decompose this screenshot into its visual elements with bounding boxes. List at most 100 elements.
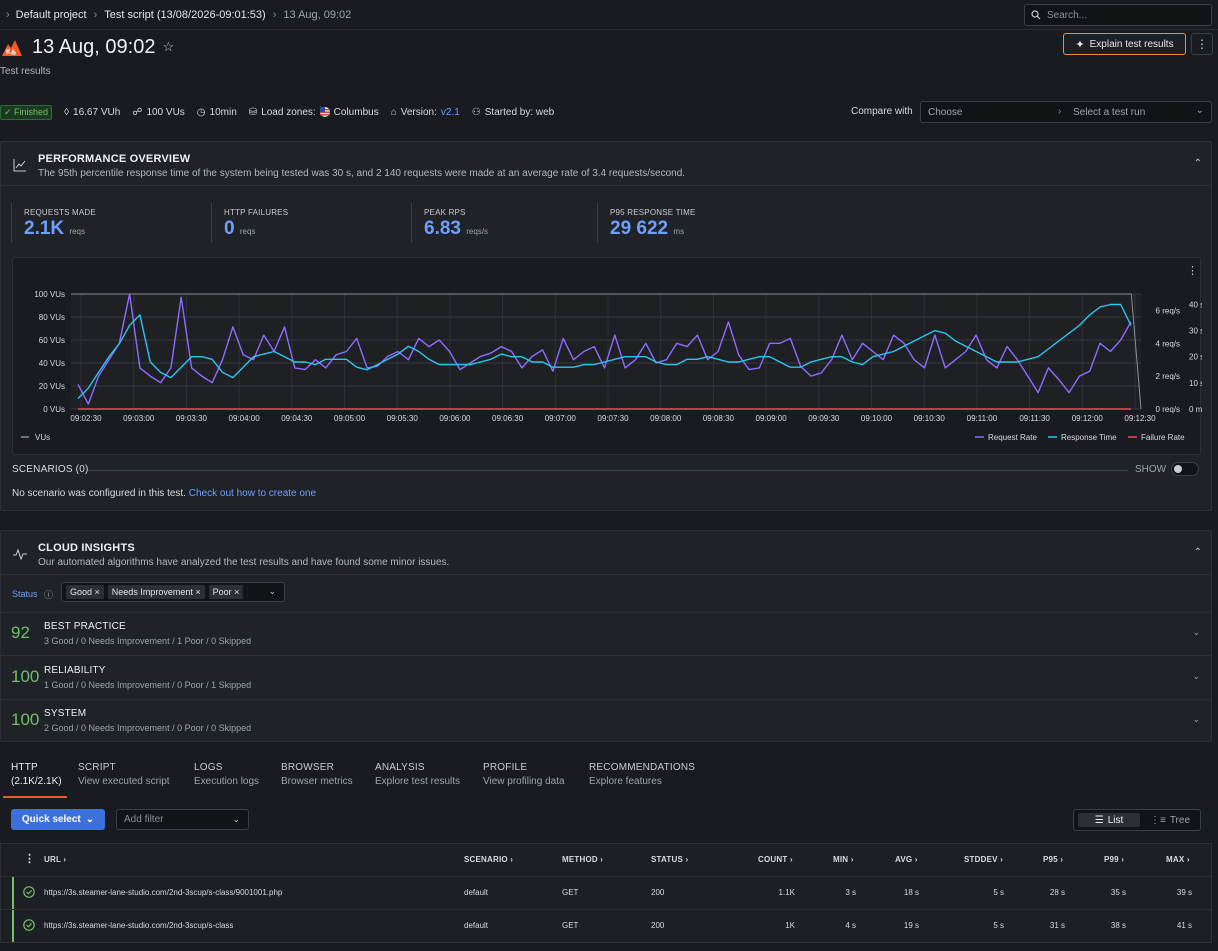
user-icon: ⚇ — [471, 106, 481, 118]
chip-needs-improvement[interactable]: Needs Improvement × — [107, 585, 205, 599]
legend-label: Failure Rate — [1141, 433, 1185, 442]
stat-label: P95 RESPONSE TIME — [610, 208, 696, 217]
col-count[interactable]: COUNT › — [758, 855, 793, 864]
pulse-icon — [13, 548, 27, 561]
search-input[interactable]: Search... — [1024, 4, 1212, 26]
col-p99[interactable]: P99 › — [1104, 855, 1125, 864]
breadcrumb-test[interactable]: Test script (13/08/2026-09:01:53) — [104, 8, 266, 21]
x-tick-label: 09:03:30 — [176, 414, 208, 423]
tree-view-button[interactable]: ⋮≡ Tree — [1149, 814, 1191, 826]
tab-logs[interactable]: LOGS Execution logs — [194, 762, 260, 787]
tab-script[interactable]: SCRIPT View executed script — [78, 762, 170, 787]
cell-min: 3 s — [845, 888, 856, 897]
tab-browser[interactable]: BROWSER Browser metrics — [281, 762, 353, 787]
stat-label: PEAK RPS — [424, 208, 466, 217]
y-tick-label: 20 VUs — [39, 382, 65, 391]
legend-vus: VUs — [35, 433, 50, 442]
show-scenarios-toggle[interactable] — [1171, 462, 1199, 476]
table-row[interactable]: https://3s.steamer-lane-studio.com/2nd-3… — [1, 876, 1211, 909]
add-filter-select[interactable]: Add filter ⌄ — [116, 809, 249, 830]
col-method[interactable]: METHOD › — [562, 855, 604, 864]
y-rps-tick-label: 4 req/s — [1156, 339, 1180, 348]
x-tick-label: 09:03:00 — [123, 414, 155, 423]
y-rps-tick-label: 6 req/s — [1156, 306, 1180, 315]
quick-select-button[interactable]: Quick select ⌄ — [11, 809, 105, 830]
status-multiselect[interactable]: Good × Needs Improvement × Poor × ⌄ — [61, 582, 285, 602]
chevron-up-icon[interactable]: ⌃ — [1193, 158, 1202, 169]
version-link[interactable]: v2.1 — [440, 106, 460, 118]
performance-header[interactable]: PERFORMANCE OVERVIEW The 95th percentile… — [1, 142, 1211, 186]
col-p95[interactable]: P95 › — [1043, 855, 1064, 864]
cell-p99: 35 s — [1110, 888, 1126, 897]
chevron-down-icon: ⌄ — [268, 586, 276, 596]
show-label: SHOW — [1135, 464, 1167, 475]
col-scenario[interactable]: SCENARIO › — [464, 855, 514, 864]
x-tick-label: 09:04:30 — [281, 414, 313, 423]
tab-analysis[interactable]: ANALYSIS Explore test results — [375, 762, 461, 787]
chevron-right-icon: › — [272, 8, 277, 21]
chip-good[interactable]: Good × — [66, 585, 104, 599]
insight-score: 92 — [11, 623, 30, 642]
x-tick-label: 09:09:30 — [808, 414, 840, 423]
response-time-series — [77, 303, 1132, 399]
cell-count: 1.1K — [778, 888, 795, 897]
x-tick-label: 09:10:00 — [861, 414, 893, 423]
y-time-tick-label: 0 ms — [1189, 405, 1202, 414]
tab-profile[interactable]: PROFILE View profiling data — [483, 762, 565, 787]
y-time-tick-label: 20 s — [1189, 353, 1202, 362]
breadcrumb-project[interactable]: Default project — [15, 8, 87, 21]
scenarios-row: SCENARIOS (0) SHOW — [12, 462, 1202, 480]
tab-recommendations[interactable]: RECOMMENDATIONS Explore features — [589, 762, 696, 787]
x-tick-label: 09:06:00 — [439, 414, 471, 423]
more-options-button[interactable]: ⋮ — [1191, 33, 1213, 55]
cell-url[interactable]: https://3s.steamer-lane-studio.com/2nd-3… — [44, 921, 234, 930]
col-min[interactable]: MIN › — [833, 855, 854, 864]
test-meta-row: ✓ Finished ◊ 16.67 VUh ☍ 100 VUs ◷ 10min ⛁ L… — [0, 104, 554, 120]
breadcrumb-run: 13 Aug, 09:02 — [283, 8, 352, 21]
chevron-down-icon: ⌄ — [1195, 105, 1204, 116]
table-row[interactable]: https://3s.steamer-lane-studio.com/2nd-3… — [1, 909, 1211, 942]
stat-value: 29 622 ms — [610, 218, 685, 239]
chip-poor[interactable]: Poor × — [208, 585, 244, 599]
x-tick-label: 09:04:00 — [229, 414, 261, 423]
insight-reliability[interactable]: 100 RELIABILITY 1 Good / 0 Needs Improve… — [1, 656, 1211, 700]
compare-run[interactable]: Select a test run — [1073, 107, 1146, 118]
stat-value: 0 reqs — [224, 218, 256, 239]
insights-header[interactable]: CLOUD INSIGHTS Our automated algorithms … — [1, 531, 1211, 575]
check-circle-icon — [23, 919, 35, 931]
x-tick-label: 09:10:30 — [914, 414, 946, 423]
insight-system[interactable]: 100 SYSTEM 2 Good / 0 Needs Improvement … — [1, 699, 1211, 743]
performance-chart[interactable]: 100 VUs 80 VUs 60 VUs 40 VUs 20 VUs 0 VUs 09:0… — [12, 257, 1202, 455]
compare-choose[interactable]: Choose — [928, 107, 963, 118]
insights-title: CLOUD INSIGHTS — [38, 542, 135, 554]
status-label: Status — [12, 589, 38, 599]
check-circle-icon — [23, 886, 35, 898]
info-icon: ⓘ — [44, 590, 54, 600]
star-icon[interactable]: ☆ — [162, 39, 175, 54]
col-url[interactable]: URL › — [44, 855, 67, 864]
insight-name: BEST PRACTICE — [44, 621, 126, 632]
chevron-right-icon: › — [93, 8, 98, 21]
tab-http[interactable]: HTTP (2.1K/2.1K) — [11, 762, 62, 787]
create-scenario-link[interactable]: Check out how to create one — [188, 488, 317, 499]
users-icon: ☍ — [132, 106, 143, 118]
us-flag-icon — [319, 107, 330, 117]
y-rps-tick-label: 2 req/s — [1156, 372, 1180, 381]
col-stddev[interactable]: STDDEV › — [964, 855, 1003, 864]
column-settings-icon[interactable]: ⋮ — [24, 853, 36, 865]
cell-avg: 18 s — [903, 888, 919, 897]
x-tick-label: 09:12:00 — [1072, 414, 1104, 423]
compare-select[interactable]: Choose › Select a test run ⌄ — [920, 101, 1212, 123]
cell-url[interactable]: https://3s.steamer-lane-studio.com/2nd-3… — [44, 888, 283, 897]
col-avg[interactable]: AVG › — [895, 855, 918, 864]
cell-stddev: 5 s — [993, 888, 1004, 897]
col-max[interactable]: MAX › — [1166, 855, 1190, 864]
insight-best-practice[interactable]: 92 BEST PRACTICE 3 Good / 0 Needs Improv… — [1, 612, 1211, 656]
list-view-button[interactable]: ☰ List — [1078, 813, 1140, 827]
col-status[interactable]: STATUS › — [651, 855, 689, 864]
y-tick-label: 0 VUs — [43, 405, 65, 414]
chevron-up-icon[interactable]: ⌃ — [1193, 547, 1202, 558]
explain-test-results-button[interactable]: ✦ Explain test results — [1063, 33, 1186, 55]
search-placeholder: Search... — [1047, 9, 1088, 21]
insight-summary: 2 Good / 0 Needs Improvement / 0 Poor / … — [44, 723, 252, 733]
